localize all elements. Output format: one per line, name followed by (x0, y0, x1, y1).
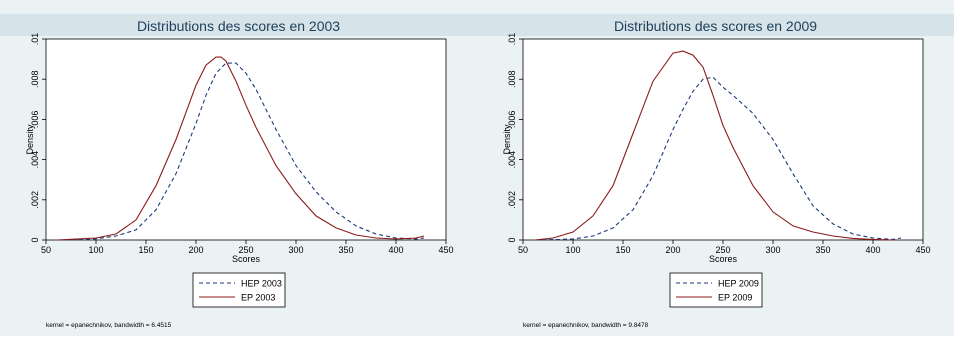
y-tick-label: .01 (30, 33, 40, 46)
x-tick-label: 450 (438, 245, 453, 255)
series-line-ep-2009 (534, 50, 894, 241)
x-axis-label: Scores (232, 254, 261, 264)
series-line-hep-2009 (534, 76, 902, 241)
x-tick-label: 300 (765, 245, 780, 255)
y-tick-label: .004 (30, 151, 40, 169)
chart-title: Distributions des scores en 2003 (137, 18, 340, 34)
plot-area (45, 38, 447, 241)
x-tick-label: 50 (518, 245, 528, 255)
x-tick-label: 400 (865, 245, 880, 255)
x-tick-label: 100 (565, 245, 580, 255)
legend-label: EP 2003 (241, 293, 275, 303)
y-tick-label: .008 (30, 70, 40, 88)
density-chart-2003: Distributions des scores en 2003 0 .002 .00… (0, 14, 477, 329)
y-tick-label: .002 (30, 191, 40, 209)
x-tick-label: 450 (915, 245, 930, 255)
y-tick-label: .006 (30, 111, 40, 129)
y-tick-label: .002 (507, 191, 517, 209)
series-line-ep-2003 (57, 56, 425, 241)
x-tick-label: 250 (238, 245, 253, 255)
title-band (477, 14, 954, 36)
legend-label: HEP 2003 (241, 279, 282, 289)
y-tick-label: 0 (30, 237, 40, 242)
chart-panel-2009: Distributions des scores en 2009 0 .002 .00… (477, 0, 954, 336)
legend-box (192, 272, 286, 308)
x-tick-label: 200 (665, 245, 680, 255)
y-axis-label: Density (25, 124, 35, 155)
y-tick-label: .008 (507, 70, 517, 88)
chart-title: Distributions des scores en 2009 (614, 18, 817, 34)
y-tick-label: .006 (507, 111, 517, 129)
x-axis-label: Scores (709, 254, 738, 264)
legend-label: EP 2009 (718, 293, 752, 303)
x-tick-label: 150 (138, 245, 153, 255)
x-tick-label: 100 (88, 245, 103, 255)
plot-area (522, 38, 924, 241)
title-band (0, 14, 477, 36)
y-tick-label: .01 (507, 33, 517, 46)
x-tick-label: 400 (388, 245, 403, 255)
x-tick-label: 250 (715, 245, 730, 255)
chart-panel-2003: Distributions des scores en 2003 0 .002 .00… (0, 0, 477, 336)
x-tick-label: 200 (188, 245, 203, 255)
series-line-hep-2003 (57, 62, 425, 241)
y-tick-label: .004 (507, 151, 517, 169)
kernel-note: kernel = epanechnikov, bandwidth = 6.451… (46, 322, 172, 329)
x-tick-label: 150 (615, 245, 630, 255)
legend-label: HEP 2009 (718, 279, 759, 289)
legend-box (669, 272, 763, 308)
x-tick-label: 300 (288, 245, 303, 255)
x-tick-label: 350 (815, 245, 830, 255)
x-tick-label: 350 (338, 245, 353, 255)
y-axis-label: Density (502, 124, 512, 155)
kernel-note: kernel = epanechnikov, bandwidth = 9.847… (523, 322, 649, 329)
y-tick-label: 0 (507, 237, 517, 242)
x-tick-label: 50 (41, 245, 51, 255)
density-chart-2009: Distributions des scores en 2009 0 .002 .00… (477, 14, 954, 329)
